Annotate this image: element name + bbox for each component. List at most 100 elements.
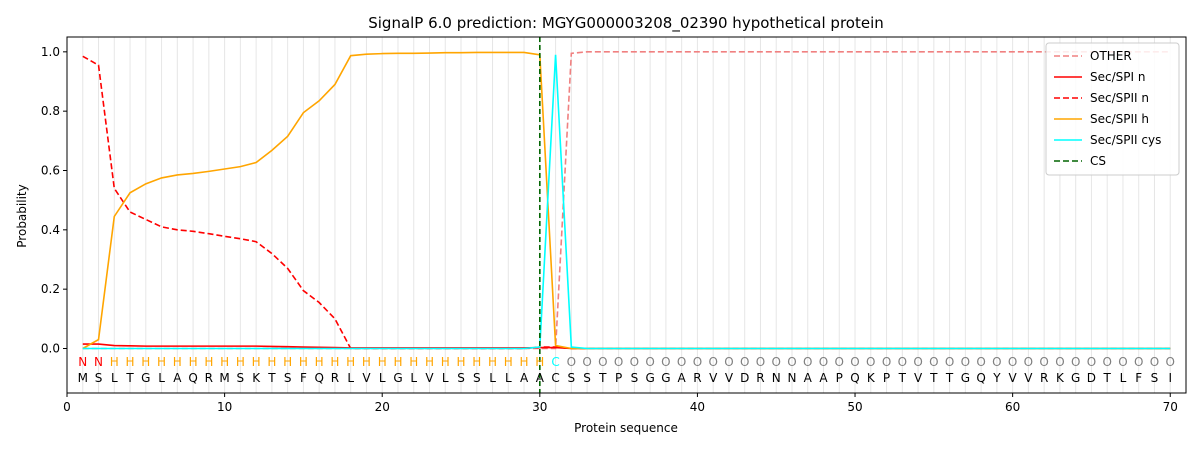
region-label: H <box>173 355 182 369</box>
residue-label: R <box>756 371 764 385</box>
residue-label: S <box>583 371 591 385</box>
chart-title: SignalP 6.0 prediction: MGYG000003208_02… <box>368 14 884 33</box>
series-layer <box>82 37 1171 393</box>
residue-label: G <box>961 371 970 385</box>
region-label: O <box>1039 355 1048 369</box>
region-label: H <box>157 355 166 369</box>
region-label: O <box>1134 355 1143 369</box>
region-label: O <box>1102 355 1111 369</box>
residue-label: I <box>1168 371 1172 385</box>
x-tick-label: 70 <box>1163 400 1178 414</box>
residue-label: S <box>95 371 103 385</box>
region-label: O <box>661 355 670 369</box>
residue-label: S <box>237 371 245 385</box>
residue-label: S <box>284 371 292 385</box>
residue-label: T <box>945 371 954 385</box>
y-tick-label: 0.0 <box>41 342 60 356</box>
region-label: H <box>472 355 481 369</box>
plot-area <box>67 37 1186 393</box>
region-label: O <box>1071 355 1080 369</box>
plot-background <box>67 37 1186 393</box>
region-label: H <box>252 355 261 369</box>
legend-entry: Sec/SPII n <box>1090 91 1149 105</box>
region-label: O <box>771 355 780 369</box>
legend-entry: Sec/SPII h <box>1090 112 1149 126</box>
x-tick-label: 50 <box>847 400 862 414</box>
residue-label: N <box>787 371 796 385</box>
y-tick-label: 0.6 <box>41 164 60 178</box>
region-label: O <box>1087 355 1096 369</box>
region-label: H <box>393 355 402 369</box>
region-label: O <box>929 355 938 369</box>
residue-label: V <box>709 371 718 385</box>
region-label: O <box>866 355 875 369</box>
legend-entry: Sec/SPII cys <box>1090 133 1161 147</box>
region-label: O <box>645 355 654 369</box>
legend-box <box>1045 42 1180 176</box>
region-label: O <box>913 355 922 369</box>
region-label: H <box>409 355 418 369</box>
region-label: O <box>819 355 828 369</box>
residue-label: L <box>505 371 512 385</box>
residue-label: V <box>425 371 434 385</box>
residue-label: Q <box>314 371 323 385</box>
region-label: N <box>78 355 87 369</box>
residue-label: A <box>678 371 687 385</box>
residue-label: D <box>1087 371 1096 385</box>
region-label: O <box>614 355 623 369</box>
residue-label: M <box>78 371 88 385</box>
residue-label: C <box>551 371 559 385</box>
residue-label: L <box>111 371 118 385</box>
region-label: H <box>504 355 513 369</box>
residue-label: F <box>1135 371 1142 385</box>
residue-label: A <box>804 371 813 385</box>
region-label: O <box>598 355 607 369</box>
x-tick-label: 20 <box>375 400 390 414</box>
region-label: H <box>110 355 119 369</box>
residue-label: S <box>473 371 481 385</box>
residue-label: F <box>300 371 307 385</box>
residue-label: K <box>867 371 876 385</box>
region-label: H <box>220 355 229 369</box>
region-label: O <box>1150 355 1159 369</box>
residue-label: V <box>1024 371 1033 385</box>
residue-label: T <box>598 371 607 385</box>
residue-label: T <box>898 371 907 385</box>
region-label: H <box>189 355 198 369</box>
region-label: O <box>835 355 844 369</box>
region-label: O <box>756 355 765 369</box>
residue-label: G <box>661 371 670 385</box>
x-tick-label: 30 <box>532 400 547 414</box>
residue-label: P <box>883 371 890 385</box>
legend: OTHER Sec/SPI n Sec/SPII n Sec/SPII h Sec/SP… <box>1045 42 1180 176</box>
residue-label: V <box>1009 371 1018 385</box>
residue-label: V <box>914 371 923 385</box>
residue-label: R <box>693 371 701 385</box>
region-label: H <box>425 355 434 369</box>
residue-label: L <box>379 371 386 385</box>
residue-label: L <box>158 371 165 385</box>
residue-label: R <box>205 371 213 385</box>
residue-label: A <box>536 371 545 385</box>
y-tick-label: 1.0 <box>41 45 60 59</box>
residue-label: L <box>347 371 354 385</box>
residue-label: G <box>1071 371 1080 385</box>
region-label: H <box>346 355 355 369</box>
legend-entry: OTHER <box>1090 49 1132 63</box>
y-tick-label: 0.2 <box>41 282 60 296</box>
x-tick-label: 0 <box>63 400 71 414</box>
region-label: O <box>567 355 576 369</box>
residue-label: Q <box>976 371 985 385</box>
region-label: H <box>236 355 245 369</box>
y-axis-label: Probability <box>15 184 29 247</box>
residue-label: M <box>219 371 229 385</box>
residue-label: Y <box>992 371 1001 385</box>
residue-label: L <box>410 371 417 385</box>
region-label: H <box>488 355 497 369</box>
residue-label: A <box>173 371 182 385</box>
region-label: O <box>898 355 907 369</box>
region-label: O <box>1024 355 1033 369</box>
region-label: H <box>378 355 387 369</box>
region-label: O <box>1008 355 1017 369</box>
grid-lines <box>82 37 1171 393</box>
